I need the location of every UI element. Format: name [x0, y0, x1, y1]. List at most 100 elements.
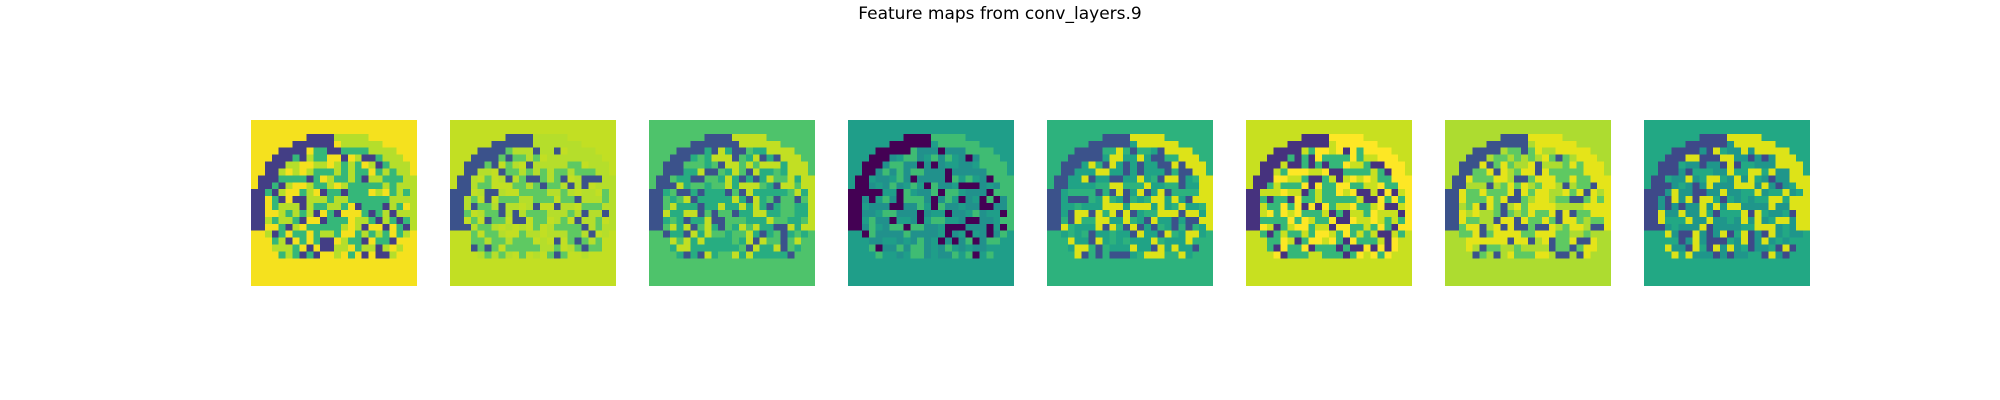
heatmap-cell	[861, 140, 869, 148]
heatmap-cell	[1657, 223, 1665, 231]
heatmap-cell	[808, 120, 815, 127]
heatmap-cell	[1130, 216, 1137, 224]
heatmap-cell	[1713, 209, 1721, 217]
heatmap-cell	[766, 203, 774, 210]
heatmap-cell	[1597, 133, 1605, 141]
heatmap-cell	[1583, 168, 1591, 176]
heatmap-cell	[1164, 161, 1172, 169]
heatmap-cell	[560, 265, 568, 273]
heatmap-cell	[1534, 140, 1542, 148]
heatmap-cell	[327, 147, 334, 155]
heatmap-cell	[1322, 154, 1329, 162]
heatmap-cell	[854, 133, 862, 141]
heatmap-cell	[1356, 120, 1364, 127]
heatmap-cell	[669, 237, 677, 245]
heatmap-cell	[649, 126, 656, 134]
heatmap-cell	[725, 216, 732, 224]
heatmap-cell	[910, 251, 918, 259]
heatmap-cell	[285, 161, 293, 169]
heatmap-cell	[1164, 230, 1172, 238]
heatmap-cell	[553, 230, 561, 238]
heatmap-cell	[1384, 175, 1392, 183]
heatmap-cell	[780, 120, 788, 127]
heatmap-cell	[1528, 279, 1535, 286]
heatmap-cell	[1562, 216, 1570, 224]
heatmap-cell	[588, 258, 596, 266]
heatmap-cell	[1335, 126, 1343, 134]
heatmap-cell	[808, 126, 815, 134]
heatmap-cell	[1493, 216, 1501, 224]
heatmap-cell	[780, 272, 788, 280]
heatmap-cell	[944, 126, 952, 134]
heatmap-cell	[1164, 189, 1172, 197]
heatmap-cell	[567, 161, 575, 169]
heatmap-cell	[456, 265, 464, 273]
heatmap-cell	[403, 175, 411, 183]
heatmap-cell	[1747, 265, 1755, 273]
heatmap-cell	[1178, 237, 1186, 245]
heatmap-cell	[340, 216, 348, 224]
heatmap-cell	[340, 258, 348, 266]
heatmap-cell	[1699, 203, 1707, 210]
heatmap-cell	[382, 154, 390, 162]
heatmap-cell	[1287, 133, 1295, 141]
heatmap-cell	[910, 265, 918, 273]
heatmap-cell	[1329, 244, 1336, 252]
heatmap-cell	[1342, 251, 1350, 259]
heatmap-cell	[690, 209, 698, 217]
heatmap-cell	[951, 196, 959, 203]
heatmap-cell	[1754, 189, 1762, 197]
heatmap-cell	[1555, 147, 1563, 155]
heatmap-cell	[1363, 272, 1371, 280]
heatmap-cell	[539, 133, 547, 141]
heatmap-cell	[738, 272, 746, 280]
heatmap-cell	[972, 120, 980, 127]
heatmap-cell	[375, 147, 383, 155]
heatmap-cell	[1294, 120, 1302, 127]
heatmap-cell	[1150, 147, 1158, 155]
heatmap-cell	[732, 230, 739, 238]
heatmap-cell	[1266, 237, 1274, 245]
heatmap-cell	[491, 209, 499, 217]
heatmap-cell	[347, 272, 355, 280]
heatmap-cell	[278, 272, 286, 280]
heatmap-cell	[655, 133, 663, 141]
heatmap-cell	[1789, 154, 1797, 162]
heatmap-cell	[1733, 189, 1741, 197]
heatmap-cell	[1342, 120, 1350, 127]
heatmap-cell	[347, 279, 355, 286]
heatmap-cell	[1185, 147, 1193, 155]
heatmap-cell	[1157, 126, 1165, 134]
heatmap-cell	[773, 251, 781, 259]
heatmap-cell	[1391, 265, 1399, 273]
heatmap-cell	[1685, 175, 1693, 183]
heatmap-cell	[1685, 251, 1693, 259]
heatmap-cell	[1081, 251, 1089, 259]
heatmap-cell	[1370, 196, 1378, 203]
heatmap-cell	[1796, 237, 1804, 245]
heatmap-cell	[382, 161, 390, 169]
heatmap-cell	[738, 258, 746, 266]
heatmap-cell	[519, 120, 527, 127]
heatmap-cell	[1445, 230, 1452, 238]
heatmap-cell	[1301, 161, 1309, 169]
heatmap-cell	[1451, 203, 1459, 210]
heatmap-cell	[410, 182, 417, 190]
heatmap-cell	[498, 120, 506, 127]
heatmap-cell	[676, 189, 684, 197]
heatmap-cell	[1060, 223, 1068, 231]
heatmap-cell	[1692, 126, 1700, 134]
heatmap-cell	[1507, 126, 1515, 134]
heatmap-cell	[327, 182, 334, 190]
heatmap-cell	[595, 230, 603, 238]
heatmap-cell	[1157, 230, 1165, 238]
heatmap-cell	[560, 168, 568, 176]
heatmap-cell	[1445, 203, 1452, 210]
heatmap-cell	[1754, 120, 1762, 127]
heatmap-cell	[1287, 279, 1295, 286]
heatmap-cell	[917, 209, 925, 217]
heatmap-cell	[313, 196, 321, 203]
heatmap-cell	[251, 175, 258, 183]
heatmap-cell	[382, 147, 390, 155]
heatmap-cell	[801, 230, 809, 238]
